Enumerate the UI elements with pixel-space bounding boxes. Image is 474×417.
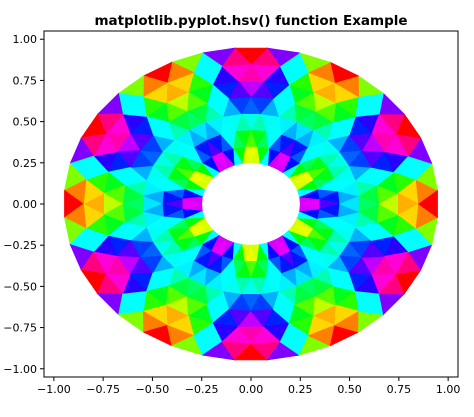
- y-tick-label: 0.00: [13, 198, 38, 211]
- y-tick-label: 0.50: [13, 116, 38, 129]
- y-tick-label: 1.00: [13, 33, 38, 46]
- x-tick-label: 0.00: [239, 383, 264, 396]
- y-tick-label: −0.25: [3, 239, 37, 252]
- y-tick-label: −0.50: [3, 280, 37, 293]
- y-tick-label: 0.75: [13, 74, 38, 87]
- x-tick-label: 0.75: [387, 383, 412, 396]
- x-tick-label: −0.75: [86, 383, 120, 396]
- x-tick-label: −0.25: [185, 383, 219, 396]
- y-tick-label: −0.75: [3, 322, 37, 335]
- chart-title: matplotlib.pyplot.hsv() function Example: [94, 13, 407, 29]
- x-axis: −1.00 −0.75 −0.50 −0.25 0.00 0.25 0.50 0.75 1.00: [37, 377, 460, 396]
- x-tick-label: −1.00: [37, 383, 71, 396]
- x-tick-label: 0.50: [337, 383, 362, 396]
- y-axis: 1.00 0.75 0.50 0.25 0.00 −0.25 −0.50 −0.75 −1.00: [3, 33, 44, 376]
- y-tick-label: −1.00: [3, 363, 37, 376]
- x-tick-label: 1.00: [436, 383, 461, 396]
- mesh-triangle: [418, 189, 438, 219]
- y-tick-label: 0.25: [13, 157, 38, 170]
- heatmap-mesh: [63, 47, 439, 361]
- x-tick-label: 0.25: [288, 383, 313, 396]
- x-tick-label: −0.50: [136, 383, 170, 396]
